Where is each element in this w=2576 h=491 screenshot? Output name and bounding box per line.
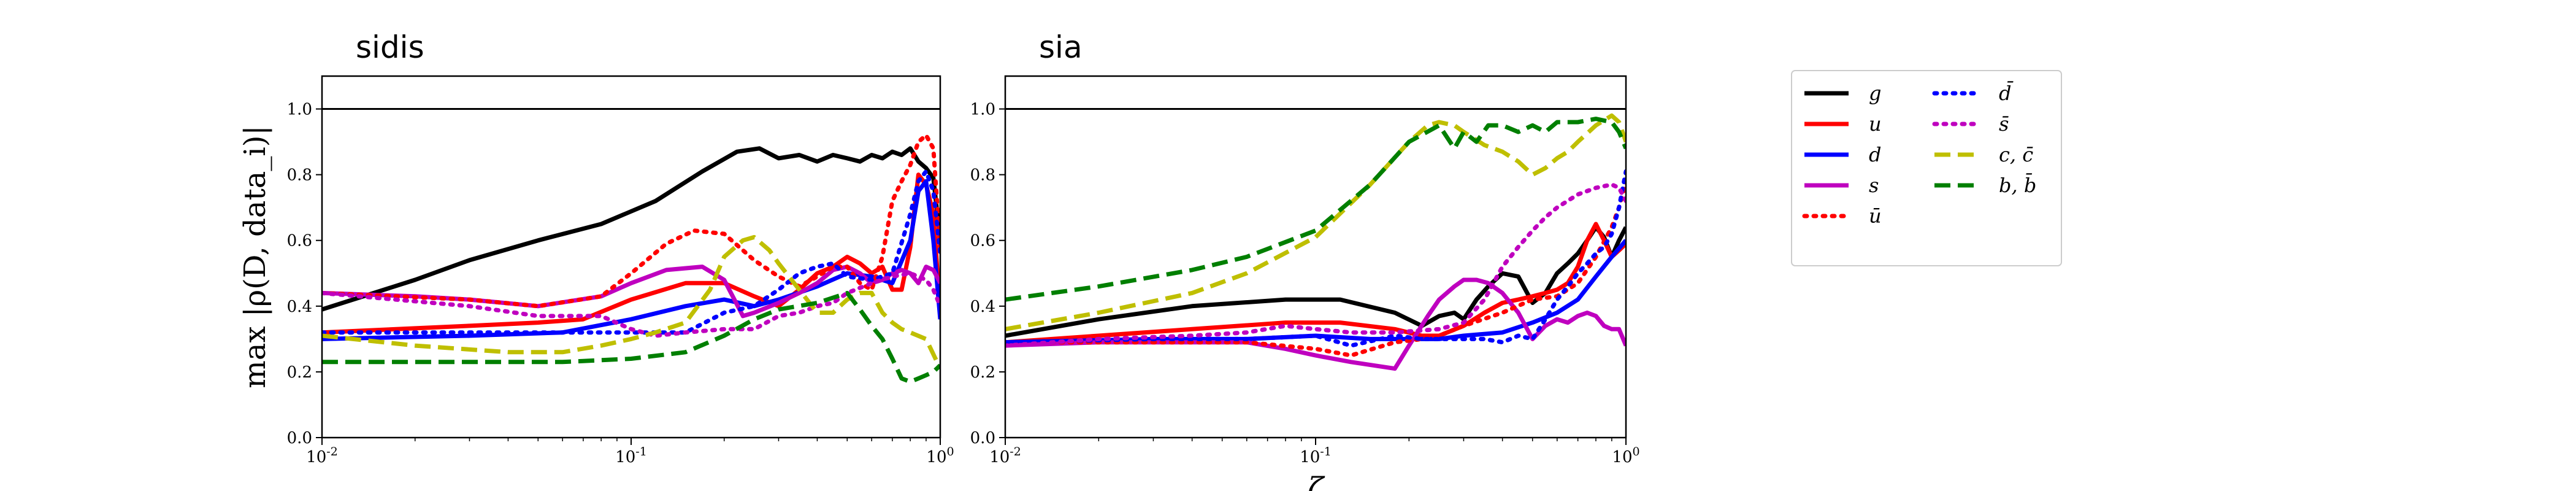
series-line-c, c̄ bbox=[1005, 113, 1626, 331]
legend-label: d̄ bbox=[1999, 81, 2014, 105]
panel-sidis: 0.0 0.2 0.4 0.6 0.8 1.0 10-2 10-1 100 sidis max |ρ… bbox=[238, 29, 954, 466]
series-line-d bbox=[322, 179, 940, 341]
x-tick-label: 10-2 bbox=[306, 445, 338, 466]
y-tick-label: 0.4 bbox=[287, 298, 312, 316]
y-tick-label: 0.0 bbox=[287, 429, 312, 447]
series-line-s̄ bbox=[1005, 182, 1626, 348]
series-line-d̄ bbox=[1005, 169, 1626, 348]
series-line-c, c̄ bbox=[322, 234, 940, 370]
panel-title: sia bbox=[1039, 29, 1083, 65]
series-line-s̄ bbox=[322, 271, 940, 338]
y-tick-label: 0.2 bbox=[287, 363, 312, 382]
series-line-ū bbox=[322, 133, 940, 309]
x-tick-label: 100 bbox=[1612, 445, 1639, 466]
series-line-d̄ bbox=[322, 169, 940, 335]
legend-label: u bbox=[1869, 112, 1882, 136]
series-group bbox=[322, 133, 940, 384]
legend-label: c, c̄ bbox=[1999, 143, 2033, 166]
y-tick-label: 0.0 bbox=[970, 429, 995, 447]
legend-label: s̄ bbox=[1999, 112, 2009, 136]
series-line-s bbox=[1005, 277, 1626, 371]
x-tick-label: 10-2 bbox=[989, 445, 1021, 466]
legend-label: ū bbox=[1869, 204, 1882, 228]
plot-frame bbox=[1004, 75, 1627, 439]
y-tick-label: 1.0 bbox=[287, 101, 312, 119]
series-line-d bbox=[1005, 239, 1626, 345]
series-line-b, b̄ bbox=[322, 290, 940, 384]
y-tick-label: 0.8 bbox=[287, 166, 312, 185]
series-line-g bbox=[322, 146, 940, 312]
series-line-b, b̄ bbox=[1005, 117, 1626, 302]
y-tick-label: 0.6 bbox=[287, 232, 312, 250]
series-line-g bbox=[1005, 225, 1626, 338]
x-axis-label: ζ bbox=[1308, 471, 1325, 491]
series-line-u bbox=[1005, 222, 1626, 345]
legend-label: d bbox=[1869, 143, 1881, 166]
legend-frame bbox=[1791, 70, 2062, 266]
legend-label: b, b̄ bbox=[1999, 173, 2036, 197]
series-group bbox=[1005, 113, 1626, 371]
x-tick-label: 10-1 bbox=[615, 445, 647, 466]
legend-label: s bbox=[1869, 174, 1879, 197]
y-tick-label: 1.0 bbox=[970, 101, 995, 119]
y-axis-label: max |ρ(D, data_i)| bbox=[238, 125, 272, 388]
x-tick-label: 100 bbox=[926, 445, 954, 466]
y-tick-label: 0.2 bbox=[970, 363, 995, 382]
series-line-u bbox=[322, 172, 940, 335]
x-tick-label: 10-1 bbox=[1300, 445, 1332, 466]
panel-title: sidis bbox=[356, 29, 424, 65]
y-tick-label: 0.4 bbox=[970, 298, 995, 316]
y-tick-label: 0.6 bbox=[970, 232, 995, 250]
y-tick-label: 0.8 bbox=[970, 166, 995, 185]
legend-label: g bbox=[1869, 82, 1881, 105]
panel-sia: 0.0 0.2 0.4 0.6 0.8 1.0 10-2 10-1 100 sia ζ bbox=[970, 29, 1640, 491]
